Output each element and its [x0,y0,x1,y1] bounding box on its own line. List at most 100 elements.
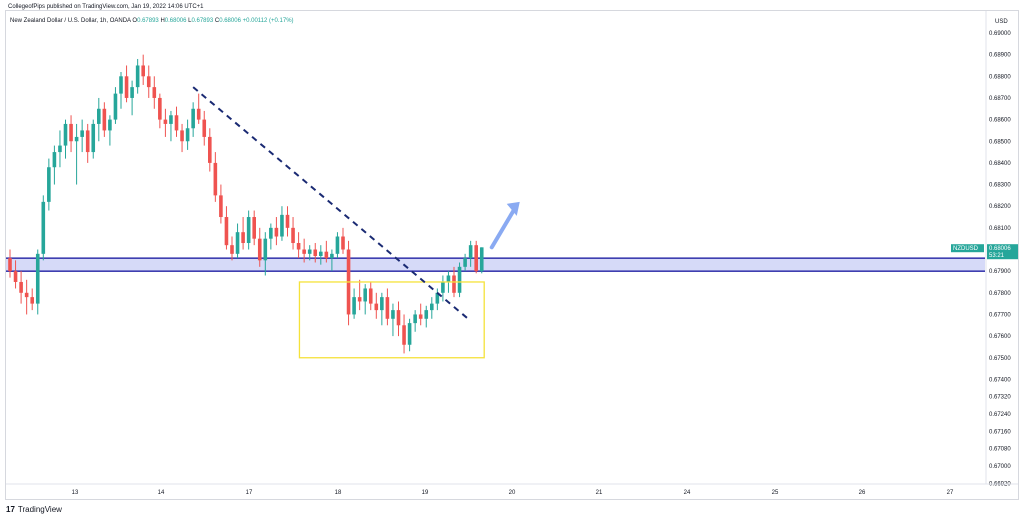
y-tick-label: 0.67160 [989,429,1011,435]
legend-change: +0.00112 (+0.17%) [242,18,294,24]
candle-body [224,217,229,246]
y-tick-label: 0.68500 [989,139,1011,145]
candle-body [313,249,318,256]
x-tick-label: 13 [72,490,79,496]
tradingview-footer: 17 TradingView [6,505,62,514]
candle-body [63,123,68,146]
legend-high-value: 0.68006 [164,18,187,24]
candle-body [296,243,301,250]
candle-body [368,288,373,304]
candle-body [274,227,279,237]
y-tick-label: 0.68800 [989,74,1011,80]
candle-body [352,297,356,315]
candle-body [446,275,451,282]
y-tick-label: 0.67320 [989,395,1011,401]
candle-body [74,136,79,142]
candle-body [30,297,34,304]
candle-body [357,297,362,302]
candle-body [319,251,323,256]
candle-body [241,232,245,244]
legend-open-value: 0.67893 [137,18,159,24]
candle-body [307,249,312,254]
candle-body [8,258,12,272]
arrow-head [506,201,520,216]
candle-body [252,217,256,239]
candle-body [441,281,445,293]
candle-body [208,136,212,163]
chart-frame [5,10,1019,500]
y-tick-label: 0.67600 [989,334,1011,340]
candle-body [330,253,334,259]
x-tick-label: 14 [158,490,165,496]
candle-body [302,249,306,254]
y-axis-currency-label: USD [995,19,1008,25]
y-tick-label: 0.68700 [989,96,1011,102]
publisher-header: CollegeofPips published on TradingView.c… [8,4,204,10]
candle-body [263,238,268,261]
candle-body [435,292,440,304]
candle-body [235,232,240,254]
candle-body [102,108,107,131]
candle-body [335,236,340,254]
legend-high-label: H [160,18,165,24]
x-tick-label: 21 [596,490,603,496]
candle-body [135,65,140,88]
candle-body [280,214,284,237]
candle-body [230,245,234,254]
candle-body [180,130,184,142]
y-tick-label: 0.67000 [989,464,1011,470]
candle-body [257,238,262,261]
x-tick-label: 26 [859,490,866,496]
candle-body [468,245,473,259]
candle-body [69,123,73,142]
candle-body [113,93,118,120]
legend-low-value: 0.67893 [191,18,214,24]
x-tick-label: 25 [772,490,779,496]
candle-body [119,76,123,94]
candle-body [430,303,434,311]
x-tick-label: 27 [947,490,954,496]
x-tick-label: 20 [509,490,516,496]
y-tick-label: 0.67500 [989,356,1011,362]
legend-close-label: C [214,18,220,24]
candle-body [35,253,40,304]
x-tick-label: 24 [684,490,691,496]
candle-body [363,288,367,302]
candle-body [479,247,484,272]
legend-close-value: 0.68006 [219,18,241,24]
candle-body [396,310,401,326]
descending-trendline [192,86,472,322]
candle-body [407,323,412,345]
price-badge-price: 0.68006 [989,246,1011,252]
candle-body [402,325,406,345]
candle-body [174,115,179,131]
y-tick-label: 0.68200 [989,204,1011,210]
price-badge-symbol-bg [951,244,984,253]
candle-body [13,271,18,282]
price-badge-countdown: 53:21 [989,253,1005,259]
candle-body [91,123,96,153]
tradingview-brand: TradingView [17,505,62,514]
y-tick-label: 0.68900 [989,53,1011,59]
candle-body [424,310,429,319]
price-badge-bg [987,244,1018,260]
candle-body [452,275,456,293]
candle-body [341,236,345,250]
candle-body [246,217,251,244]
candle-body [52,152,57,168]
candle-body [152,87,157,98]
y-tick-label: 0.68100 [989,226,1011,232]
x-tick-label: 18 [335,490,342,496]
candle-body [457,266,462,293]
candle-body [97,108,101,124]
y-tick-label: 0.67240 [989,412,1011,418]
tradingview-logo-icon: 17 [6,505,15,514]
candle-body [41,201,46,254]
y-tick-label: 0.67900 [989,269,1011,275]
y-tick-label: 0.68300 [989,183,1011,189]
candle-body [385,297,390,319]
y-tick-label: 0.67800 [989,291,1011,297]
candle-body [391,310,395,319]
y-tick-label: 0.67400 [989,377,1011,383]
